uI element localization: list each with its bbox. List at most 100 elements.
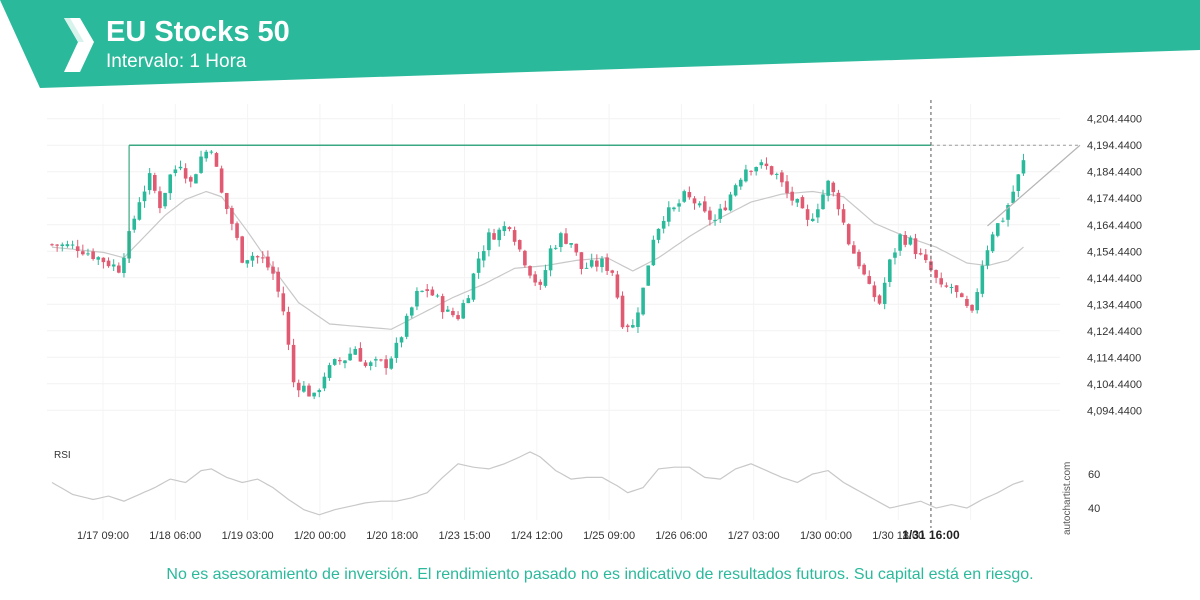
candle bbox=[260, 251, 265, 264]
candle bbox=[466, 294, 471, 304]
y-tick-label: 4,124.4400 bbox=[1087, 326, 1142, 338]
candle bbox=[122, 253, 126, 278]
resistance-level bbox=[128, 100, 1081, 528]
candle bbox=[379, 358, 383, 362]
candle bbox=[461, 299, 465, 320]
rsi-panel: RSI 60 40 bbox=[51, 450, 1100, 516]
candle bbox=[178, 160, 183, 171]
candle bbox=[949, 283, 954, 294]
candle bbox=[106, 257, 111, 268]
candle bbox=[420, 290, 424, 293]
candle bbox=[954, 285, 959, 298]
watermark: autochartist.com bbox=[1062, 461, 1073, 535]
candle bbox=[872, 281, 877, 302]
candle bbox=[142, 185, 147, 208]
candle bbox=[800, 195, 805, 209]
candle bbox=[702, 196, 707, 213]
candle bbox=[389, 356, 394, 370]
candle bbox=[317, 388, 322, 398]
candle bbox=[399, 336, 404, 348]
candle bbox=[857, 249, 861, 270]
candle bbox=[595, 254, 599, 272]
candle bbox=[769, 165, 774, 176]
candle bbox=[661, 216, 666, 234]
candle bbox=[543, 264, 548, 288]
candle bbox=[877, 294, 882, 305]
candle bbox=[240, 235, 244, 264]
rsi-tick-label: 40 bbox=[1088, 503, 1100, 515]
candle bbox=[471, 272, 476, 302]
candle bbox=[168, 173, 173, 200]
candle bbox=[533, 271, 537, 287]
candle bbox=[368, 360, 373, 371]
x-tick-label: 1/26 06:00 bbox=[655, 530, 707, 542]
candle bbox=[512, 226, 517, 246]
candle bbox=[338, 357, 342, 365]
rsi-line bbox=[51, 451, 1024, 516]
candle bbox=[153, 172, 157, 194]
candle bbox=[667, 201, 671, 227]
candle bbox=[934, 269, 938, 284]
moving-average bbox=[51, 190, 1024, 330]
candle bbox=[435, 293, 440, 298]
candle bbox=[980, 260, 985, 298]
candle bbox=[559, 231, 563, 253]
candle bbox=[754, 166, 758, 176]
candle bbox=[517, 239, 522, 252]
candle bbox=[410, 306, 414, 319]
x-tick-label: 1/17 09:00 bbox=[77, 530, 129, 542]
candle bbox=[913, 233, 918, 259]
candle bbox=[111, 259, 116, 272]
candle bbox=[959, 292, 964, 298]
candle bbox=[147, 167, 152, 195]
candle bbox=[893, 248, 897, 265]
candle bbox=[348, 347, 352, 361]
candle bbox=[548, 245, 553, 277]
candle bbox=[713, 214, 717, 226]
candle bbox=[785, 175, 789, 199]
candle bbox=[656, 228, 661, 244]
x-tick-label: 1/20 00:00 bbox=[294, 530, 346, 542]
candle bbox=[286, 306, 291, 351]
candle bbox=[50, 243, 54, 247]
candle bbox=[245, 259, 250, 268]
candle bbox=[882, 277, 887, 310]
page-title: EU Stocks 50 bbox=[106, 16, 290, 48]
candle bbox=[291, 338, 296, 388]
candle bbox=[404, 313, 409, 340]
risk-disclaimer: No es asesoramiento de inversión. El ren… bbox=[166, 566, 1034, 583]
candle bbox=[852, 241, 856, 254]
candle bbox=[836, 189, 841, 216]
candle bbox=[677, 199, 681, 212]
candle bbox=[451, 307, 455, 318]
candle bbox=[774, 172, 779, 180]
candle bbox=[728, 191, 733, 212]
candle bbox=[384, 355, 388, 375]
candle bbox=[631, 319, 635, 329]
ma-line bbox=[51, 190, 1024, 330]
y-tick-label: 4,104.4400 bbox=[1087, 379, 1142, 391]
candle bbox=[456, 311, 460, 321]
brand-logo-icon bbox=[64, 18, 94, 72]
candle bbox=[322, 372, 327, 392]
candle bbox=[101, 257, 106, 269]
candle bbox=[163, 192, 167, 209]
candle bbox=[831, 181, 836, 197]
candle bbox=[363, 360, 368, 368]
candle bbox=[296, 379, 301, 398]
candle bbox=[620, 291, 625, 329]
candle bbox=[81, 244, 85, 256]
candle bbox=[805, 204, 810, 227]
candle bbox=[137, 197, 142, 221]
y-tick-label: 4,154.4400 bbox=[1087, 246, 1142, 258]
candle bbox=[497, 227, 501, 247]
candle bbox=[584, 262, 589, 269]
candle bbox=[733, 183, 738, 197]
x-tick-label: 1/30 00:00 bbox=[800, 530, 852, 542]
candle bbox=[867, 270, 872, 285]
candle bbox=[374, 356, 378, 368]
x-tick-label: 1/18 06:00 bbox=[149, 530, 201, 542]
candle bbox=[939, 272, 944, 288]
interval-label: Intervalo: 1 Hora bbox=[106, 51, 247, 72]
